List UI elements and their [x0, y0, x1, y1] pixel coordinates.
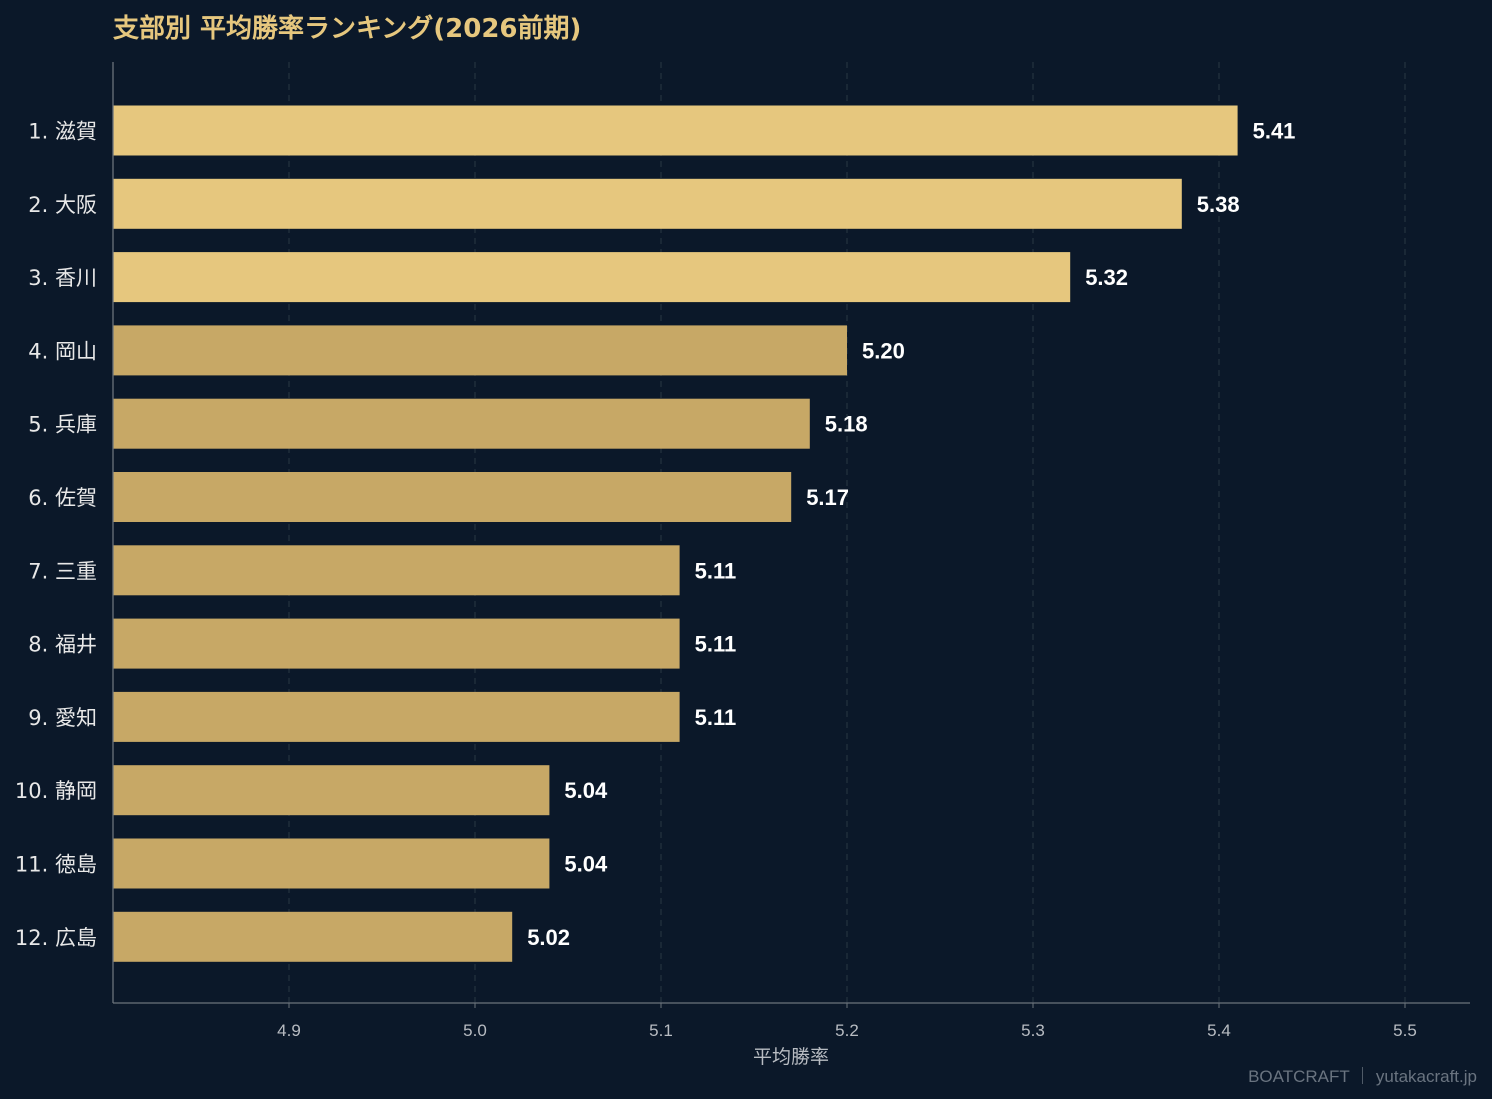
bar	[113, 398, 810, 449]
axes: 4.9 5.0 5.1 5.2 5.3 5.4 5.5 1. 滋賀 2. 大阪 3. 香川 4. 岡…	[15, 62, 1470, 1040]
category-label: 10. 静岡	[15, 779, 97, 803]
bar	[113, 765, 550, 816]
category-label: 1. 滋賀	[28, 120, 97, 144]
category-label: 7. 三重	[28, 559, 97, 583]
x-tick-label: 4.9	[277, 1021, 301, 1040]
bar	[113, 838, 550, 889]
bar	[113, 472, 792, 522]
category-label: 11. 徳島	[15, 853, 97, 877]
x-tick-label: 5.1	[649, 1021, 673, 1040]
bars: 5.41 5.38 5.32 5.20 5.18 5.17 5.11 5.11 5.11 5.04…	[113, 105, 1296, 962]
category-label: 5. 兵庫	[28, 413, 97, 437]
x-tick-label: 5.5	[1393, 1021, 1417, 1040]
x-tick-label: 5.0	[463, 1021, 487, 1040]
category-label: 6. 佐賀	[28, 486, 97, 510]
value-label: 5.02	[527, 925, 570, 950]
value-label: 5.32	[1085, 265, 1128, 290]
bar	[113, 252, 1071, 303]
value-label: 5.04	[564, 852, 608, 877]
category-label: 8. 福井	[28, 633, 97, 657]
value-label: 5.11	[695, 558, 737, 583]
bar	[113, 545, 680, 596]
category-label: 3. 香川	[28, 266, 97, 290]
value-label: 5.17	[806, 485, 849, 510]
value-label: 5.18	[825, 412, 868, 437]
x-tick-label: 5.4	[1207, 1021, 1231, 1040]
credit-text: BOATCRAFT ｜ yutakacraft.jp	[1248, 1067, 1477, 1086]
bar	[113, 105, 1238, 156]
x-axis-title: 平均勝率	[753, 1046, 829, 1068]
bar	[113, 325, 847, 376]
value-label: 5.41	[1253, 119, 1296, 144]
x-tick-label: 5.3	[1021, 1021, 1045, 1040]
category-label: 2. 大阪	[28, 193, 97, 217]
x-tick-label: 5.2	[835, 1021, 859, 1040]
bar	[113, 691, 680, 742]
value-label: 5.11	[695, 632, 737, 657]
category-label: 12. 広島	[15, 926, 97, 950]
chart-title: 支部別 平均勝率ランキング(2026前期)	[113, 13, 581, 44]
value-label: 5.20	[862, 338, 905, 363]
value-label: 5.04	[564, 778, 608, 803]
bar	[113, 618, 680, 669]
bar	[113, 911, 513, 962]
category-label: 4. 岡山	[28, 339, 97, 363]
value-label: 5.38	[1197, 192, 1240, 217]
bar	[113, 178, 1182, 229]
value-label: 5.11	[695, 705, 737, 730]
category-label: 9. 愛知	[28, 706, 97, 730]
